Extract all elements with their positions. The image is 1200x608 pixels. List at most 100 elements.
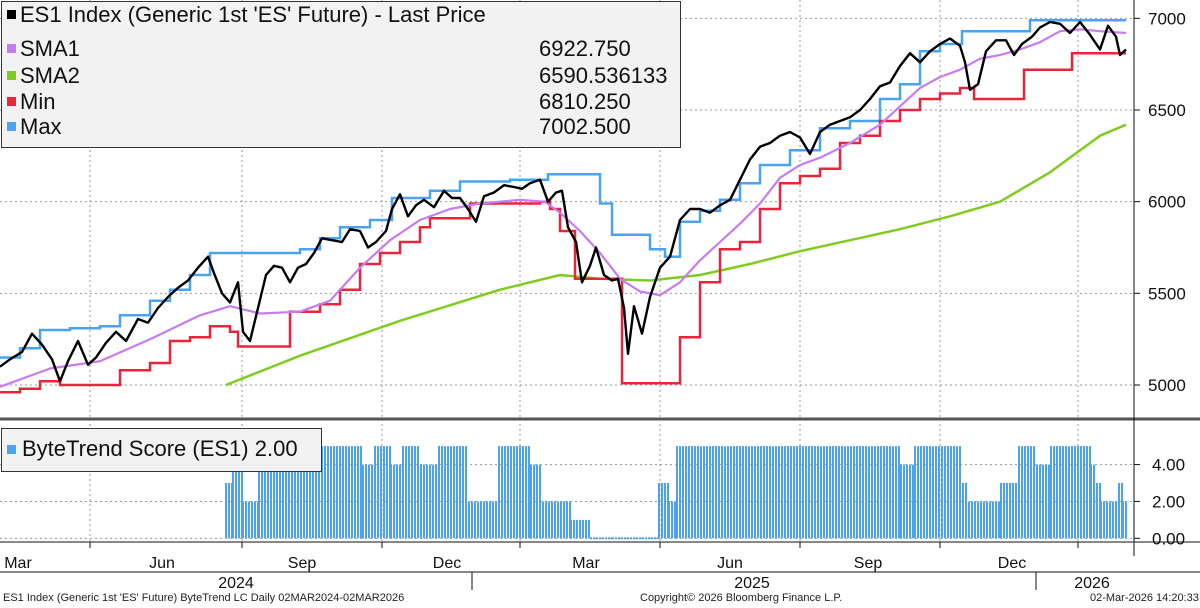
score-bar [545,501,547,539]
score-bar [318,446,320,539]
score-bar [291,446,293,539]
score-bar [489,501,491,539]
score-bar [920,446,922,539]
score-bar [414,446,416,539]
score-legend-name: ByteTrend Score (ES1) [22,436,249,461]
score-bar [727,446,729,539]
score-bar [235,464,237,539]
score-bar [832,446,834,539]
score-bar-zero [642,537,644,540]
score-bar [838,446,840,539]
score-bar [420,464,422,539]
score-bar [850,446,852,539]
score-bar [270,446,272,539]
score-bar [486,501,488,539]
score-bar [294,446,296,539]
score-bar [974,501,976,539]
score-bar-zero [605,537,607,540]
xtick-label: Jun [717,555,743,572]
xtick-label: Dec [433,555,461,572]
sub-ytick-label: 4.00 [1152,456,1185,475]
score-bar [551,501,553,539]
score-bar [533,464,535,539]
legend-sma2-swatch [7,71,16,80]
score-bar [959,446,961,539]
score-bar [877,446,879,539]
score-bar [1071,446,1073,539]
score-bar [312,446,314,539]
score-bar-zero [608,537,610,540]
score-bar [709,446,711,539]
score-bar [588,519,590,539]
score-bar [582,519,584,539]
xtick-label: Sep [854,555,883,572]
score-bar [450,446,452,539]
main-ytick-label: 6000 [1148,193,1186,212]
score-bar [474,501,476,539]
score-bar [516,446,518,539]
score-bar [700,446,702,539]
score-bar [324,446,326,539]
score-bar [745,446,747,539]
score-bar [1027,446,1029,539]
score-bar [739,446,741,539]
main-ytick-label: 6500 [1148,101,1186,120]
score-bar [751,446,753,539]
score-bar [992,501,994,539]
score-bar [258,446,260,539]
score-legend-label: ByteTrend Score (ES1) 2.00 [22,436,298,462]
score-bar [513,446,515,539]
score-bar [718,446,720,539]
score-bar [377,446,379,539]
score-bar [309,446,311,539]
score-bar [853,446,855,539]
score-bar [914,446,916,539]
footer-left: ES1 Index (Generic 1st 'ES' Future) Byte… [3,592,405,604]
xtick-label: Mar [572,555,600,572]
legend-max-value: 7002.500 [539,114,631,139]
score-bar [697,446,699,539]
main-legend: ES1 Index (Generic 1st 'ES' Future) - La… [1,1,681,148]
score-bar [909,464,911,539]
score-bar [585,519,587,539]
legend-sma2-name: SMA2 [20,63,80,88]
score-bar [408,446,410,539]
score-bar [480,501,482,539]
score-bar [456,446,458,539]
score-bar [315,446,317,539]
score-bar-zero [618,537,620,540]
price-line [0,20,1127,383]
score-bar [1103,501,1105,539]
score-bar [841,446,843,539]
score-bar [563,501,565,539]
score-bar [796,446,798,539]
score-bar [703,446,705,539]
legend-sma1-swatch [7,44,16,53]
score-bar [790,446,792,539]
score-bar [1109,501,1111,539]
score-bar [560,501,562,539]
score-bar [282,446,284,539]
score-bar [453,446,455,539]
legend-min-name: Min [20,89,56,114]
score-bar [536,464,538,539]
score-bar-zero [624,537,626,540]
score-bar [742,446,744,539]
score-bar [805,446,807,539]
score-bar [423,464,425,539]
score-bar-zero [627,537,629,540]
score-bar [1093,464,1095,539]
legend-sma2-value: 6590.536133 [539,63,668,88]
score-bar [1096,483,1098,539]
score-bar [903,464,905,539]
score-bar [938,446,940,539]
sma2-line [225,123,1127,387]
score-bar [661,483,663,539]
score-bar [528,446,530,539]
score-bar [1106,501,1108,539]
score-bar [912,464,914,539]
score-legend-value: 2.00 [254,436,298,461]
score-bar [357,446,359,539]
xtick-label: Sep [288,555,317,572]
score-bar [510,446,512,539]
